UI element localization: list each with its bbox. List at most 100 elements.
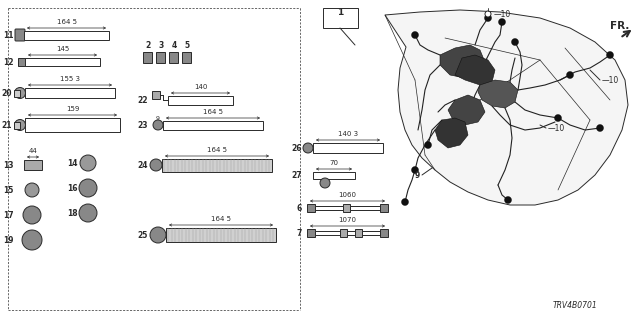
- Text: FR.: FR.: [611, 21, 630, 31]
- Bar: [355, 229, 362, 237]
- Bar: [25, 88, 115, 98]
- Circle shape: [25, 183, 39, 197]
- Bar: [182, 52, 191, 63]
- Bar: [307, 204, 315, 212]
- Bar: [24, 31, 109, 40]
- Polygon shape: [455, 55, 495, 85]
- Bar: [156, 52, 165, 63]
- Text: 1060: 1060: [339, 192, 356, 198]
- Circle shape: [504, 196, 511, 204]
- Bar: [362, 231, 380, 235]
- Text: 22: 22: [138, 95, 148, 105]
- Circle shape: [484, 14, 492, 21]
- Text: 159: 159: [66, 106, 79, 112]
- Bar: [313, 172, 355, 179]
- Text: 5: 5: [184, 41, 189, 50]
- Circle shape: [15, 87, 26, 99]
- Circle shape: [412, 166, 419, 173]
- Bar: [168, 96, 233, 105]
- Bar: [18, 58, 25, 66]
- Text: 164 5: 164 5: [203, 109, 223, 115]
- Text: 20: 20: [1, 89, 12, 98]
- Circle shape: [80, 155, 96, 171]
- Text: —10: —10: [602, 76, 620, 84]
- Circle shape: [412, 31, 419, 38]
- Circle shape: [596, 124, 604, 132]
- Text: 164 5: 164 5: [56, 19, 77, 25]
- Text: 164 5: 164 5: [211, 216, 231, 222]
- Circle shape: [424, 141, 431, 148]
- Text: 2: 2: [145, 41, 150, 50]
- Polygon shape: [478, 80, 518, 108]
- Text: 23: 23: [138, 121, 148, 130]
- Bar: [315, 206, 343, 210]
- Text: 13: 13: [3, 161, 14, 170]
- Text: 27: 27: [291, 171, 302, 180]
- Circle shape: [320, 178, 330, 188]
- Bar: [14, 90, 20, 97]
- Text: 1: 1: [337, 8, 343, 17]
- Text: 6: 6: [297, 204, 302, 212]
- Bar: [323, 8, 358, 28]
- Circle shape: [79, 179, 97, 197]
- Bar: [313, 143, 383, 153]
- Bar: [340, 229, 347, 237]
- Circle shape: [485, 11, 491, 17]
- Text: 155 3: 155 3: [60, 76, 80, 82]
- Text: 1070: 1070: [339, 217, 356, 223]
- Text: 145: 145: [56, 46, 69, 52]
- Bar: [315, 231, 380, 235]
- Circle shape: [15, 119, 26, 131]
- Circle shape: [499, 19, 506, 26]
- Text: 11: 11: [3, 30, 14, 39]
- Bar: [14, 122, 20, 129]
- Text: —10: —10: [548, 124, 565, 132]
- Bar: [25, 58, 100, 66]
- Text: 70: 70: [330, 160, 339, 166]
- Bar: [343, 204, 350, 212]
- Bar: [25, 118, 120, 132]
- Text: 16: 16: [67, 183, 78, 193]
- Circle shape: [511, 38, 518, 45]
- Text: 4: 4: [172, 41, 177, 50]
- Bar: [380, 229, 388, 237]
- Circle shape: [23, 206, 41, 224]
- Polygon shape: [448, 95, 485, 125]
- Text: 15: 15: [4, 186, 14, 195]
- Text: 140: 140: [194, 84, 207, 90]
- Text: 12: 12: [3, 58, 14, 67]
- Bar: [152, 91, 160, 99]
- Circle shape: [401, 198, 408, 205]
- Circle shape: [150, 159, 162, 171]
- Polygon shape: [385, 10, 628, 205]
- Bar: [307, 229, 315, 237]
- Bar: [315, 206, 380, 210]
- Text: 14: 14: [67, 158, 78, 167]
- Text: 140 3: 140 3: [338, 131, 358, 137]
- Bar: [169, 52, 178, 63]
- Circle shape: [554, 115, 561, 122]
- Circle shape: [607, 52, 614, 59]
- Circle shape: [79, 204, 97, 222]
- Text: 9: 9: [156, 116, 160, 121]
- Circle shape: [153, 120, 163, 130]
- Bar: [380, 204, 388, 212]
- Text: 164 5: 164 5: [207, 147, 227, 153]
- Polygon shape: [435, 118, 468, 148]
- Bar: [24, 160, 42, 170]
- Text: 21: 21: [1, 121, 12, 130]
- Text: 24: 24: [138, 161, 148, 170]
- Text: 17: 17: [3, 211, 14, 220]
- Text: 25: 25: [138, 230, 148, 239]
- Circle shape: [303, 143, 313, 153]
- Text: —10: —10: [494, 10, 511, 19]
- Text: 26: 26: [291, 143, 302, 153]
- Text: 9: 9: [415, 171, 420, 180]
- Text: 44: 44: [29, 148, 37, 154]
- Text: 18: 18: [67, 209, 78, 218]
- Circle shape: [150, 227, 166, 243]
- Text: TRV4B0701: TRV4B0701: [552, 300, 597, 309]
- Circle shape: [566, 71, 573, 78]
- Bar: [166, 228, 276, 242]
- Bar: [163, 121, 263, 130]
